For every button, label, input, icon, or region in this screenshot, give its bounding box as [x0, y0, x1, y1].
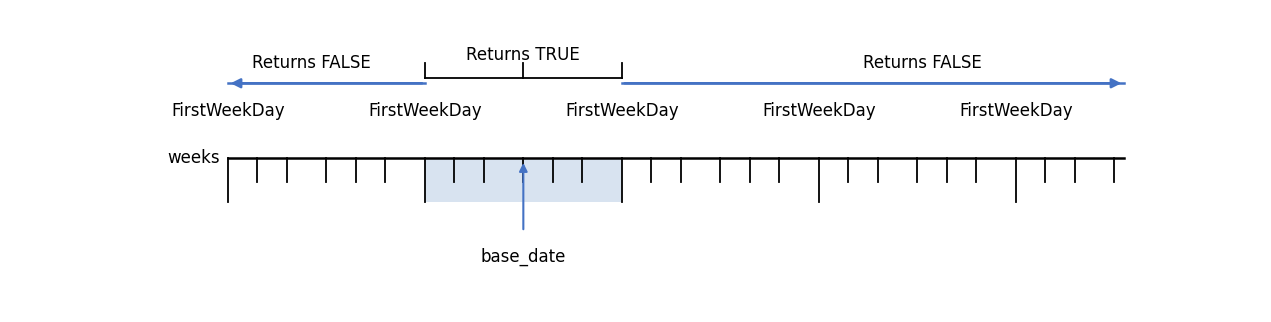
- Text: base_date: base_date: [480, 248, 566, 266]
- Text: FirstWeekDay: FirstWeekDay: [960, 102, 1073, 120]
- Text: FirstWeekDay: FirstWeekDay: [566, 102, 679, 120]
- Bar: [425, 158, 622, 202]
- Text: FirstWeekDay: FirstWeekDay: [763, 102, 876, 120]
- Text: Returns FALSE: Returns FALSE: [252, 54, 371, 72]
- Text: Returns TRUE: Returns TRUE: [466, 46, 580, 64]
- Text: weeks: weeks: [167, 149, 220, 167]
- Text: Returns FALSE: Returns FALSE: [863, 54, 981, 72]
- Text: FirstWeekDay: FirstWeekDay: [172, 102, 285, 120]
- Text: FirstWeekDay: FirstWeekDay: [369, 102, 482, 120]
